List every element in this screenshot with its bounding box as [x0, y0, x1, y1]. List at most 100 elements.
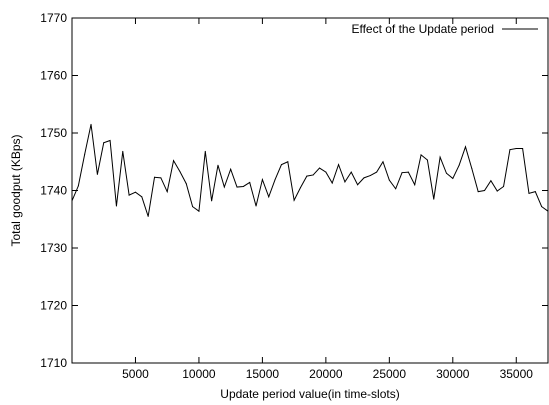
data-point: [534, 191, 536, 193]
data-point: [350, 171, 352, 173]
x-tick-label: 10000: [182, 367, 216, 381]
data-point: [299, 187, 301, 189]
data-point: [134, 191, 136, 193]
data-point: [128, 194, 130, 196]
y-tick-label: 1730: [40, 241, 67, 255]
data-point: [306, 175, 308, 177]
y-tick-label: 1720: [40, 299, 67, 313]
data-point: [319, 167, 321, 169]
data-point: [458, 164, 460, 166]
data-point: [338, 164, 340, 166]
legend-label: Effect of the Update period: [351, 22, 494, 36]
data-point: [84, 153, 86, 155]
data-point: [344, 181, 346, 183]
legend: Effect of the Update period: [351, 22, 538, 36]
data-point: [477, 191, 479, 193]
data-point: [154, 176, 156, 178]
x-tick-label: 35000: [500, 367, 534, 381]
data-point: [280, 164, 282, 166]
x-tick-label: 20000: [309, 367, 343, 381]
data-point: [331, 182, 333, 184]
data-point: [420, 154, 422, 156]
x-tick-label: 5000: [122, 367, 149, 381]
y-tick-label: 1760: [40, 69, 67, 83]
data-point: [426, 159, 428, 161]
data-point: [464, 146, 466, 148]
data-point: [547, 210, 549, 212]
data-point: [388, 179, 390, 181]
series-points: [71, 123, 549, 217]
data-point: [528, 192, 530, 194]
data-point: [198, 210, 200, 212]
data-point: [471, 168, 473, 170]
data-point: [541, 206, 543, 208]
data-point: [96, 173, 98, 175]
data-point: [223, 186, 225, 188]
y-tick-label: 1740: [40, 184, 67, 198]
data-point: [255, 205, 257, 207]
plot-area-frame: [71, 17, 549, 364]
data-point: [230, 168, 232, 170]
y-tick-label: 1770: [40, 11, 67, 25]
data-point: [71, 200, 73, 202]
x-tick-label: 15000: [246, 367, 280, 381]
data-point: [103, 142, 105, 144]
data-point: [160, 177, 162, 179]
data-point: [407, 171, 409, 173]
data-point: [433, 198, 435, 200]
data-point: [515, 148, 517, 150]
data-point: [211, 200, 213, 202]
data-point: [122, 150, 124, 152]
data-point: [261, 179, 263, 181]
data-point: [503, 185, 505, 187]
x-tick-label: 30000: [436, 367, 470, 381]
data-point: [490, 180, 492, 182]
data-point: [522, 148, 524, 150]
data-point: [325, 171, 327, 173]
data-point: [217, 164, 219, 166]
data-point: [236, 186, 238, 188]
data-point: [509, 149, 511, 151]
data-point: [445, 172, 447, 174]
data-point: [90, 123, 92, 125]
series-line: [71, 124, 549, 217]
data-point: [274, 179, 276, 181]
data-point: [496, 190, 498, 192]
data-point: [376, 171, 378, 173]
data-point: [192, 206, 194, 208]
y-axis-label: Total goodput (KBps): [9, 134, 23, 246]
data-point: [242, 185, 244, 187]
data-point: [115, 205, 117, 207]
data-point: [395, 188, 397, 190]
data-point: [312, 174, 314, 176]
data-point: [141, 196, 143, 198]
x-axis-ticks: 5000 10000 15000 20000 25000 30000 35000: [122, 18, 533, 381]
y-axis-ticks: 1710 1720 1730 1740 1750 1760 1770: [40, 11, 548, 370]
data-point: [166, 191, 168, 193]
data-point: [484, 190, 486, 191]
data-point: [173, 160, 175, 162]
y-tick-label: 1750: [40, 126, 67, 140]
x-axis-label: Update period value(in time-slots): [220, 387, 399, 401]
data-point: [287, 161, 289, 163]
data-point: [179, 171, 181, 173]
data-point: [363, 177, 365, 179]
data-point: [382, 161, 384, 163]
data-point: [293, 199, 295, 201]
data-point: [204, 150, 206, 152]
y-tick-label: 1710: [40, 356, 67, 370]
x-tick-label: 25000: [373, 367, 407, 381]
data-point: [77, 185, 79, 187]
data-point: [249, 181, 251, 183]
data-point: [414, 184, 416, 186]
data-point: [401, 172, 403, 174]
data-point: [185, 183, 187, 185]
data-point: [268, 196, 270, 198]
data-point: [147, 215, 149, 217]
data-point: [452, 177, 454, 179]
data-point: [439, 156, 441, 158]
data-point: [109, 139, 111, 141]
data-point: [369, 175, 371, 177]
data-point: [357, 184, 359, 186]
